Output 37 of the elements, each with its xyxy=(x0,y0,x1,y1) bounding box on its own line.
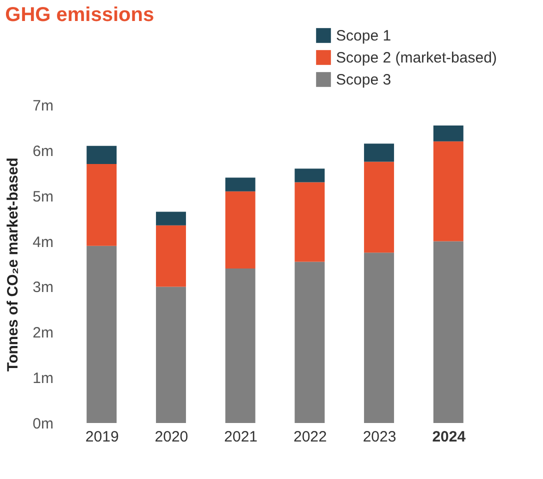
x-tick-label: 2020 xyxy=(154,428,188,446)
y-tick-label: 7m xyxy=(32,98,54,114)
x-tick-label: 2022 xyxy=(293,428,327,446)
x-tick-label: 2019 xyxy=(85,428,119,446)
bar xyxy=(364,162,394,253)
y-tick-label: 4m xyxy=(32,234,54,251)
legend-label: Scope 3 xyxy=(336,72,392,88)
bar xyxy=(433,125,464,142)
x-tick-label: 2023 xyxy=(362,428,396,446)
x-tick-label: 2024 xyxy=(432,428,466,446)
y-tick-label: 6m xyxy=(32,142,54,160)
bar xyxy=(433,141,464,242)
y-tick-label: 3m xyxy=(32,279,54,296)
bar xyxy=(225,268,256,423)
bar xyxy=(156,212,186,226)
bar xyxy=(86,146,117,164)
bar xyxy=(86,164,117,246)
bar xyxy=(294,182,325,262)
x-tick-label: 2021 xyxy=(224,428,258,446)
y-tick-label: 5m xyxy=(32,188,54,206)
bar xyxy=(86,246,117,423)
y-tick-label: 0m xyxy=(32,416,54,432)
bar xyxy=(294,262,325,423)
y-axis-title: Tonnes of CO₂e market-based xyxy=(4,158,22,372)
bar xyxy=(364,144,394,162)
bar xyxy=(433,241,464,423)
bar xyxy=(364,252,394,423)
bar xyxy=(225,191,256,269)
legend-label: Scope 2 (market-based) xyxy=(336,50,497,66)
y-tick-label: 2m xyxy=(32,324,54,342)
bar xyxy=(225,178,256,192)
chart-title: GHG emissions xyxy=(5,4,154,26)
bar xyxy=(156,286,186,423)
y-tick-label: 1m xyxy=(32,370,54,388)
bar xyxy=(156,225,186,287)
legend-label: Scope 1 xyxy=(336,28,392,44)
bar xyxy=(294,168,325,182)
